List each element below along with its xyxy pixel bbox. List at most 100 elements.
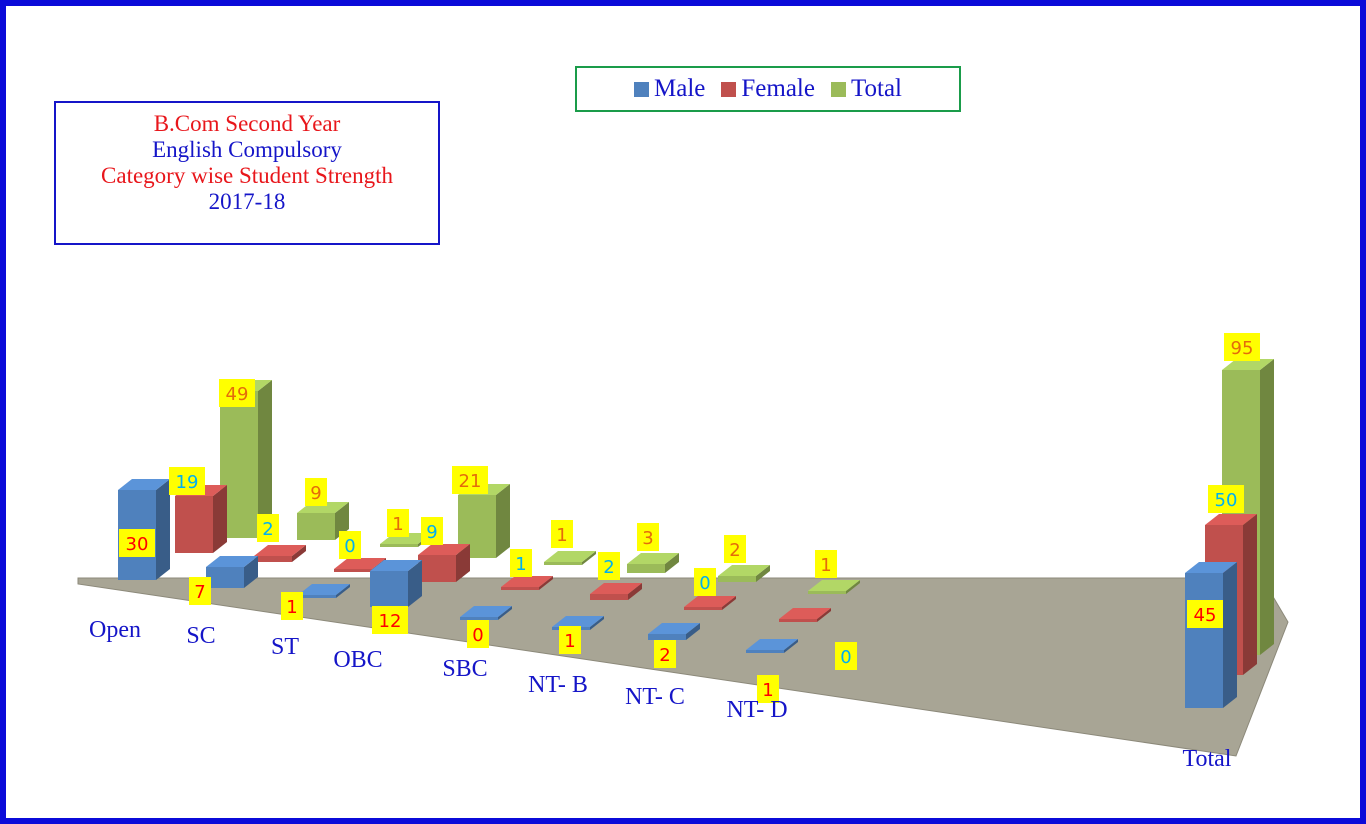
bar-front-face <box>206 567 244 588</box>
bar-front-face <box>1185 573 1223 708</box>
value-label-bg <box>339 531 361 559</box>
bar-side-face <box>408 560 422 607</box>
value-label-text: 2 <box>262 519 273 540</box>
bar-front-face <box>627 564 665 573</box>
value-label-text: 3 <box>642 528 653 549</box>
value-label-text: 21 <box>459 471 482 492</box>
bar-side-face <box>1223 562 1237 708</box>
bar-side-face <box>817 608 831 622</box>
value-label-male-0: 30 <box>119 529 155 557</box>
value-label-text: 9 <box>310 483 321 504</box>
value-label-bg <box>1187 600 1223 628</box>
bar-total-6 <box>718 565 770 582</box>
bar-top-face <box>648 623 700 634</box>
value-label-male-7: 1 <box>757 675 779 703</box>
bar-side-face <box>722 596 736 610</box>
value-label-bg <box>169 467 205 495</box>
value-label-text: 2 <box>659 645 670 666</box>
bar-top-face <box>718 565 770 576</box>
value-label-text: 45 <box>1194 605 1217 626</box>
bar-side-face <box>665 553 679 573</box>
chart-floor <box>77 577 1289 757</box>
bar-top-face <box>460 606 512 617</box>
bar-side-face <box>456 544 470 582</box>
value-label-text: 1 <box>820 555 831 576</box>
bar-female-3 <box>418 544 470 582</box>
value-label-text: 1 <box>762 680 773 701</box>
title-line: B.Com Second Year <box>153 111 341 136</box>
value-label-total-1: 9 <box>305 478 327 506</box>
value-label-bg <box>305 478 327 506</box>
bar-male-8 <box>1185 562 1237 708</box>
bar-top-face <box>746 639 798 650</box>
value-label-bg <box>467 620 489 648</box>
bar-front-face <box>380 544 418 547</box>
bar-top-face <box>808 580 860 591</box>
value-label-bg <box>1208 485 1244 513</box>
value-label-text: 0 <box>344 536 355 557</box>
bar-side-face <box>1260 359 1274 655</box>
value-label-bg <box>421 517 443 545</box>
bar-top-face <box>684 596 736 607</box>
value-label-text: 30 <box>126 534 149 555</box>
bar-top-face <box>627 553 679 564</box>
bar-top-face <box>370 560 422 571</box>
value-label-text: 0 <box>840 647 851 668</box>
category-label: NT- B <box>528 672 588 698</box>
bar-top-face <box>1185 562 1237 573</box>
value-label-female-2: 0 <box>339 531 361 559</box>
bar-side-face <box>213 485 227 553</box>
value-label-bg <box>598 552 620 580</box>
bar-side-face <box>292 545 306 562</box>
value-label-text: 1 <box>564 631 575 652</box>
value-label-bg <box>119 529 155 557</box>
value-label-text: 9 <box>426 522 437 543</box>
bar-front-face <box>254 556 292 562</box>
bar-front-face <box>370 571 408 607</box>
category-label: SC <box>186 623 215 649</box>
value-label-text: 49 <box>226 384 249 405</box>
legend-label: Male <box>654 75 706 102</box>
value-label-text: 2 <box>729 540 740 561</box>
value-label-total-8: 95 <box>1224 333 1260 361</box>
bar-male-4 <box>460 606 512 620</box>
bar-side-face <box>590 616 604 630</box>
value-label-female-1: 2 <box>257 514 279 542</box>
bar-female-0 <box>175 485 227 553</box>
value-label-text: 0 <box>472 625 483 646</box>
value-label-total-4: 1 <box>551 520 573 548</box>
bar-side-face <box>686 623 700 640</box>
value-label-bg <box>1224 333 1260 361</box>
bar-front-face <box>590 594 628 600</box>
value-label-bg <box>559 626 581 654</box>
value-label-bg <box>724 535 746 563</box>
bar-top-face <box>334 558 386 569</box>
bar-top-face <box>544 551 596 562</box>
value-label-bg <box>219 379 255 407</box>
bar-total-5 <box>627 553 679 573</box>
bars-group <box>118 359 1274 708</box>
value-label-total-3: 21 <box>452 466 488 494</box>
category-label: OBC <box>333 647 382 673</box>
bar-top-face <box>501 576 553 587</box>
bar-front-face <box>718 576 756 582</box>
value-label-bg <box>551 520 573 548</box>
value-label-female-7: 0 <box>835 642 857 670</box>
value-label-text: 2 <box>603 557 614 578</box>
bar-male-7 <box>746 639 798 653</box>
bar-front-face <box>298 595 336 598</box>
bar-female-7 <box>779 608 831 622</box>
bar-side-face <box>582 551 596 565</box>
value-label-male-3: 12 <box>372 606 408 634</box>
bar-male-1 <box>206 556 258 588</box>
bar-side-face <box>336 584 350 598</box>
legend-swatch-male <box>634 81 649 97</box>
value-label-bg <box>654 640 676 668</box>
bar-top-face <box>552 616 604 627</box>
bar-top-face <box>1222 359 1274 370</box>
value-label-bg <box>189 577 211 605</box>
chart-title-box: B.Com Second Year English Compulsory Cat… <box>54 101 440 245</box>
bar-top-face <box>590 583 642 594</box>
